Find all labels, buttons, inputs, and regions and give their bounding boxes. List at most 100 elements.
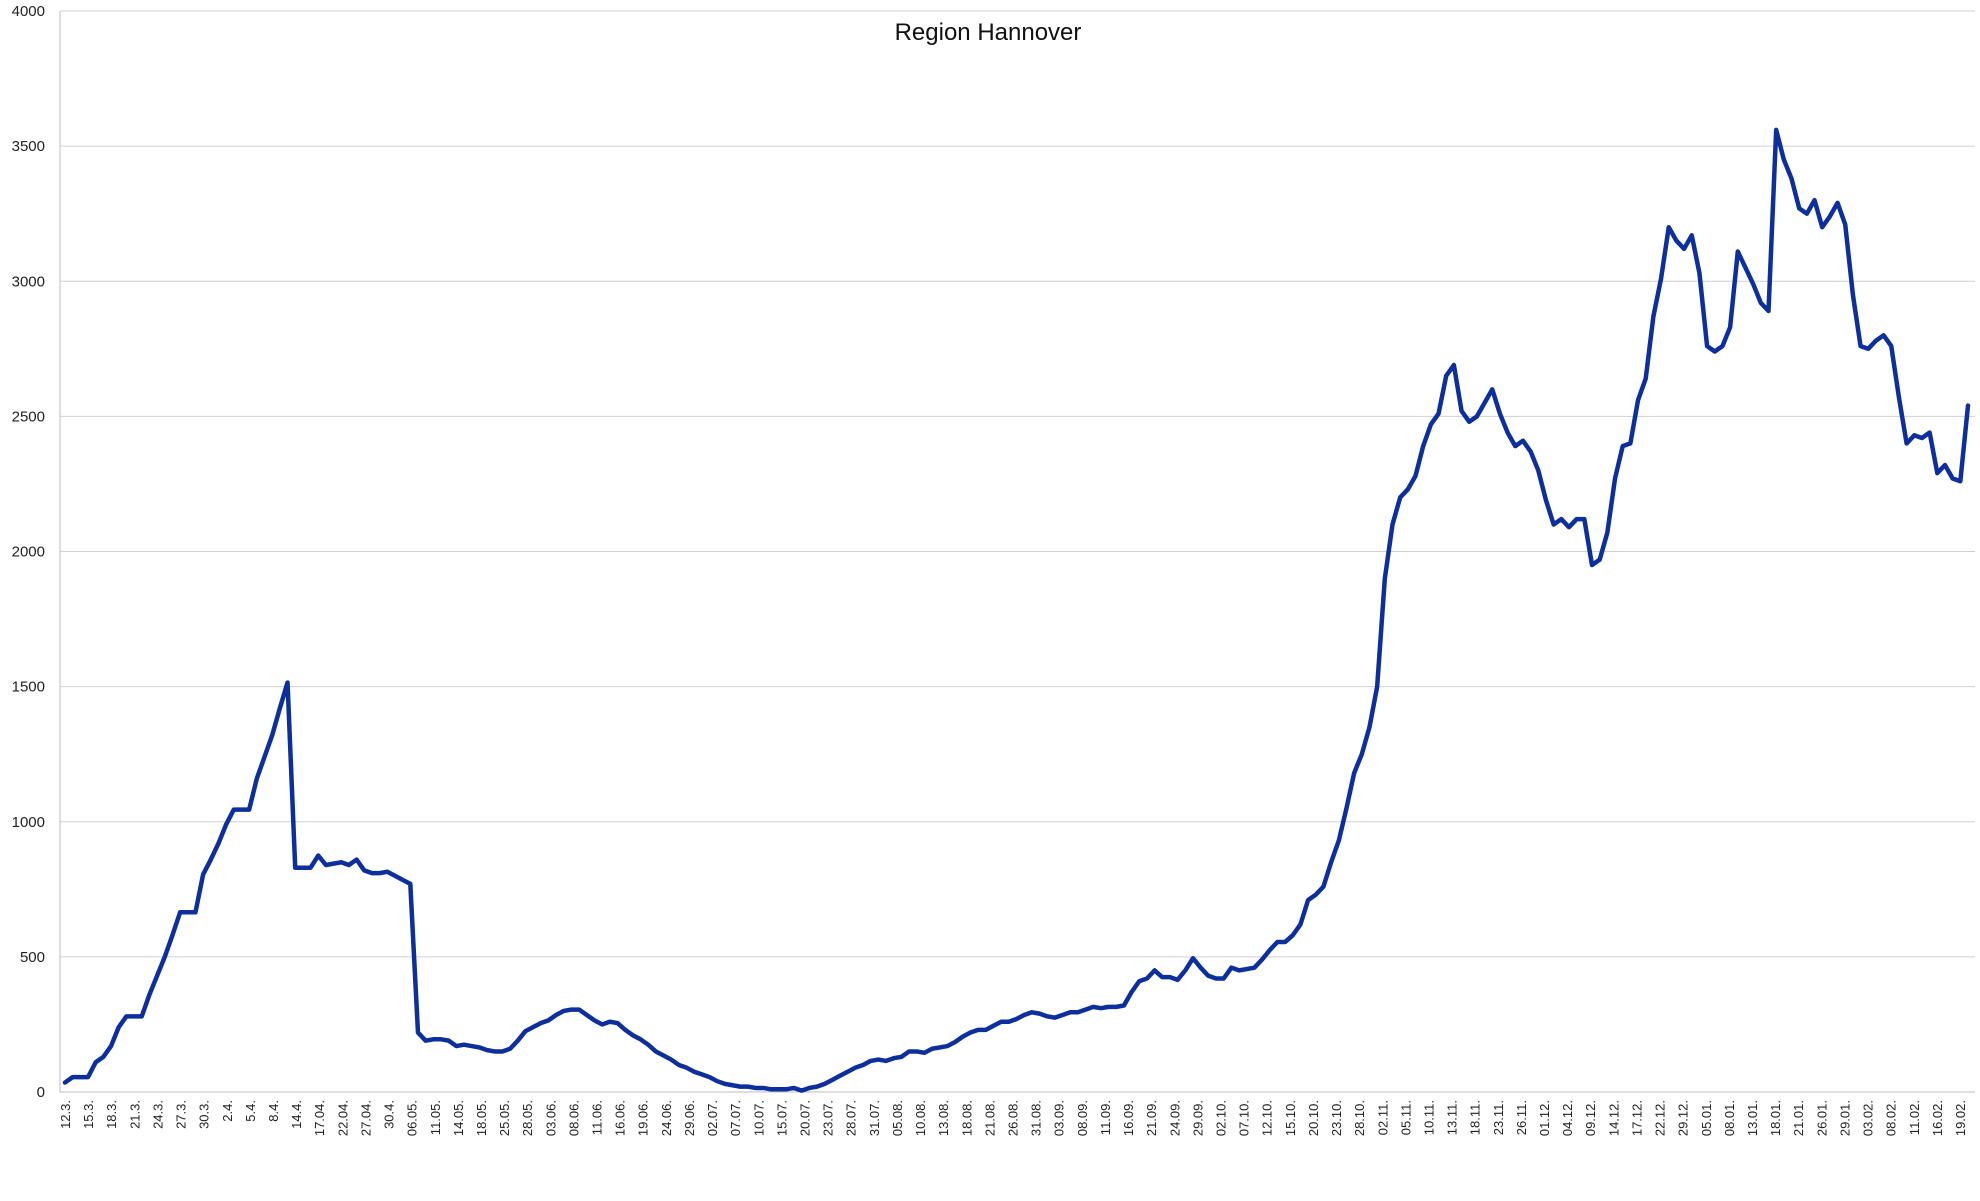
x-tick-label: 13.08. <box>936 1100 951 1136</box>
x-tick-label: 02.10. <box>1213 1100 1228 1136</box>
x-tick-label: 8.4. <box>266 1100 281 1122</box>
x-tick-label: 25.05. <box>497 1100 512 1136</box>
x-tick-label: 15.3. <box>81 1100 96 1129</box>
x-tick-label: 12.10. <box>1260 1100 1275 1136</box>
x-tick-label: 18.3. <box>104 1100 119 1129</box>
y-axis-ticks: 0 500 1000 1500 2000 2500 3000 3500 4000 <box>12 3 45 1101</box>
x-tick-label: 19.02. <box>1953 1100 1968 1136</box>
chart-title: Region Hannover <box>895 19 1082 46</box>
x-tick-label: 21.3. <box>127 1100 142 1129</box>
x-tick-label: 08.02. <box>1884 1100 1899 1136</box>
x-tick-label: 11.06. <box>590 1100 605 1135</box>
x-tick-label: 04.12. <box>1560 1100 1575 1136</box>
x-tick-label: 10.08. <box>913 1100 928 1136</box>
y-tick-label: 1000 <box>12 814 45 831</box>
x-tick-label: 03.09. <box>1052 1100 1067 1136</box>
x-tick-label: 08.09. <box>1075 1100 1090 1136</box>
x-tick-label: 03.06. <box>543 1100 558 1136</box>
x-tick-label: 28.10. <box>1352 1100 1367 1136</box>
x-tick-label: 18.08. <box>959 1100 974 1136</box>
x-tick-label: 09.12. <box>1583 1100 1598 1136</box>
x-tick-label: 26.08. <box>1006 1100 1021 1136</box>
x-tick-label: 22.12. <box>1653 1100 1668 1136</box>
x-tick-label: 18.05. <box>474 1100 489 1136</box>
x-tick-label: 14.4. <box>289 1100 304 1129</box>
x-tick-label: 08.01. <box>1722 1100 1737 1136</box>
x-tick-label: 15.07. <box>774 1100 789 1136</box>
x-tick-label: 31.07. <box>867 1100 882 1136</box>
x-tick-label: 07.07. <box>728 1100 743 1136</box>
x-tick-label: 23.10. <box>1329 1100 1344 1136</box>
x-tick-label: 05.11. <box>1398 1100 1413 1135</box>
x-tick-label: 19.06. <box>636 1100 651 1136</box>
x-tick-label: 05.08. <box>890 1100 905 1136</box>
x-tick-label: 07.10. <box>1237 1100 1252 1136</box>
x-tick-label: 12.3. <box>58 1100 73 1129</box>
x-axis-ticks: 12.3. 15.3. 18.3. 21.3. 24.3. 27.3. 30.3. 2.4. 5… <box>58 1100 1968 1136</box>
x-tick-label: 31.08. <box>1029 1100 1044 1136</box>
x-tick-label: 21.08. <box>982 1100 997 1136</box>
x-tick-label: 06.05. <box>405 1100 420 1136</box>
x-tick-label: 10.07. <box>751 1100 766 1136</box>
x-tick-label: 20.07. <box>798 1100 813 1136</box>
x-tick-label: 27.3. <box>174 1100 189 1129</box>
series-layer <box>62 127 1971 1093</box>
x-tick-label: 5.4. <box>243 1100 258 1122</box>
x-tick-label: 11.02. <box>1907 1100 1922 1135</box>
x-tick-label: 18.11. <box>1468 1100 1483 1135</box>
x-tick-label: 05.01. <box>1699 1100 1714 1136</box>
x-tick-label: 17.04. <box>312 1100 327 1136</box>
x-tick-label: 30.3. <box>197 1100 212 1129</box>
x-tick-label: 03.02. <box>1861 1100 1876 1136</box>
y-tick-label: 0 <box>37 1084 45 1101</box>
x-tick-label: 11.05. <box>428 1100 443 1135</box>
x-tick-label: 29.09. <box>1190 1100 1205 1136</box>
x-tick-label: 23.07. <box>821 1100 836 1136</box>
y-tick-label: 1500 <box>12 679 45 696</box>
x-tick-label: 23.11. <box>1491 1100 1506 1135</box>
x-tick-label: 20.10. <box>1306 1100 1321 1136</box>
x-tick-label: 26.11. <box>1514 1100 1529 1135</box>
x-tick-label: 29.12. <box>1676 1100 1691 1136</box>
x-tick-label: 13.11. <box>1445 1100 1460 1135</box>
x-tick-label: 02.11. <box>1375 1100 1390 1135</box>
x-tick-label: 21.01. <box>1791 1100 1806 1136</box>
x-tick-label: 01.12. <box>1537 1100 1552 1136</box>
x-tick-label: 29.01. <box>1837 1100 1852 1136</box>
x-tick-label: 24.3. <box>150 1100 165 1129</box>
x-tick-label: 15.10. <box>1283 1100 1298 1136</box>
x-tick-label: 28.07. <box>844 1100 859 1136</box>
x-tick-label: 11.09. <box>1098 1100 1113 1135</box>
gridlines <box>59 10 1975 1093</box>
x-tick-label: 18.01. <box>1768 1100 1783 1136</box>
x-tick-label: 16.09. <box>1121 1100 1136 1136</box>
y-tick-label: 3000 <box>12 273 45 290</box>
y-tick-label: 3500 <box>12 138 45 155</box>
x-tick-label: 24.09. <box>1167 1100 1182 1136</box>
x-tick-label: 13.01. <box>1745 1100 1760 1136</box>
y-tick-label: 4000 <box>12 3 45 20</box>
x-tick-label: 2.4. <box>220 1100 235 1122</box>
x-tick-label: 16.02. <box>1930 1100 1945 1136</box>
x-tick-label: 24.06. <box>659 1100 674 1136</box>
x-tick-label: 08.06. <box>566 1100 581 1136</box>
x-tick-label: 28.05. <box>520 1100 535 1136</box>
x-tick-label: 14.05. <box>451 1100 466 1136</box>
x-tick-label: 02.07. <box>705 1100 720 1136</box>
y-tick-label: 500 <box>20 949 45 966</box>
x-tick-label: 29.06. <box>682 1100 697 1136</box>
x-tick-label: 14.12. <box>1606 1100 1621 1136</box>
y-tick-label: 2000 <box>12 544 45 561</box>
x-tick-label: 27.04. <box>358 1100 373 1136</box>
x-tick-label: 26.01. <box>1814 1100 1829 1136</box>
x-tick-label: 30.4. <box>382 1100 397 1129</box>
x-tick-label: 17.12. <box>1629 1100 1644 1136</box>
x-tick-label: 16.06. <box>613 1100 628 1136</box>
x-tick-label: 22.04. <box>335 1100 350 1136</box>
y-tick-label: 2500 <box>12 408 45 425</box>
x-tick-label: 10.11. <box>1421 1100 1436 1135</box>
series-line <box>62 127 1971 1093</box>
